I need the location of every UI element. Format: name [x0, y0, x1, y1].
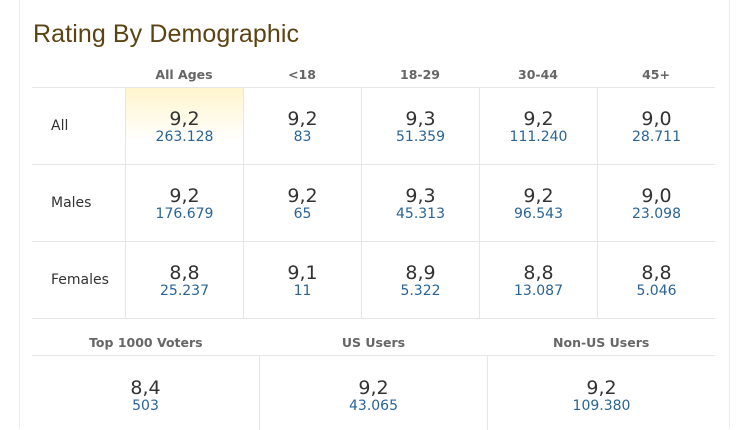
rating-value: 9,2 — [169, 108, 200, 130]
rating-cell: 9,0 28.711 — [597, 88, 715, 164]
voter-group-header: Top 1000 Voters US Users Non-US Users — [32, 330, 715, 356]
rating-cell: 9,3 45.313 — [361, 165, 479, 241]
rating-cell: 9,2 96.543 — [479, 165, 597, 241]
rating-value: 8,8 — [523, 262, 554, 284]
section-title: Rating By Demographic — [33, 20, 300, 48]
col-header-us-users: US Users — [341, 335, 406, 350]
vote-count-link[interactable]: 28.711 — [632, 129, 681, 145]
rating-cell: 9,3 51.359 — [361, 88, 479, 164]
rating-value: 9,0 — [641, 185, 672, 207]
vote-count-link[interactable]: 111.240 — [509, 129, 568, 145]
rating-cell: 8,8 13.087 — [479, 242, 597, 318]
rating-cell: 9,2 263.128 — [125, 88, 243, 164]
rating-panel: Rating By Demographic All Ages <18 18-29… — [19, 0, 730, 430]
rating-cell: 9,2 176.679 — [125, 165, 243, 241]
rating-value: 9,1 — [287, 262, 318, 284]
rating-cell: 9,2 83 — [243, 88, 361, 164]
col-header-45-plus: 45+ — [642, 67, 670, 82]
voter-group-table: Top 1000 Voters US Users Non-US Users 8,… — [32, 330, 715, 430]
table-row: 8,4 503 9,2 43.065 9,2 109.380 — [32, 356, 715, 430]
vote-count-link[interactable]: 503 — [132, 398, 159, 414]
table-header: All Ages <18 18-29 30-44 45+ — [32, 64, 715, 88]
rating-value: 8,4 — [130, 377, 161, 399]
vote-count-link[interactable]: 96.543 — [514, 206, 563, 222]
header-spacer — [32, 64, 125, 87]
vote-count-link[interactable]: 13.087 — [514, 283, 563, 299]
rating-value: 9,3 — [405, 185, 436, 207]
col-header-under-18: <18 — [288, 67, 316, 82]
col-header-18-29: 18-29 — [400, 67, 440, 82]
rating-cell: 8,8 5.046 — [597, 242, 715, 318]
rating-value: 9,2 — [287, 108, 318, 130]
rating-cell: 9,2 111.240 — [479, 88, 597, 164]
rating-value: 9,0 — [641, 108, 672, 130]
vote-count-link[interactable]: 23.098 — [632, 206, 681, 222]
vote-count-link[interactable]: 11 — [293, 283, 312, 299]
rating-value: 9,2 — [358, 377, 389, 399]
rating-cell: 9,2 65 — [243, 165, 361, 241]
rating-value: 9,2 — [523, 108, 554, 130]
row-label-females: Females — [51, 272, 109, 288]
rating-cell: 9,2 109.380 — [487, 356, 715, 430]
rating-cell: 8,9 5.322 — [361, 242, 479, 318]
col-header-top-1000-voters: Top 1000 Voters — [89, 335, 203, 350]
rating-value: 8,9 — [405, 262, 436, 284]
vote-count-link[interactable]: 43.065 — [349, 398, 398, 414]
vote-count-link[interactable]: 83 — [293, 129, 312, 145]
table-row: Females 8,8 25.237 9,1 11 8,9 5.322 8,8 … — [32, 242, 715, 319]
table-row: All 9,2 263.128 9,2 83 9,3 51.359 9,2 11… — [32, 88, 715, 165]
vote-count-link[interactable]: 25.237 — [160, 283, 209, 299]
rating-cell: 9,1 11 — [243, 242, 361, 318]
rating-value: 9,2 — [287, 185, 318, 207]
rating-cell: 9,2 43.065 — [259, 356, 487, 430]
col-header-all-ages: All Ages — [155, 67, 213, 82]
vote-count-link[interactable]: 5.322 — [400, 283, 441, 299]
vote-count-link[interactable]: 51.359 — [396, 129, 445, 145]
row-label-males: Males — [51, 195, 92, 211]
vote-count-link[interactable]: 5.046 — [636, 283, 677, 299]
vote-count-link[interactable]: 45.313 — [396, 206, 445, 222]
row-label-all: All — [51, 118, 69, 134]
rating-value: 9,2 — [586, 377, 617, 399]
rating-cell: 8,4 503 — [32, 356, 259, 430]
vote-count-link[interactable]: 176.679 — [155, 206, 214, 222]
col-header-30-44: 30-44 — [518, 67, 558, 82]
rating-value: 9,3 — [405, 108, 436, 130]
rating-value: 8,8 — [169, 262, 200, 284]
rating-cell: 9,0 23.098 — [597, 165, 715, 241]
demographic-table: All Ages <18 18-29 30-44 45+ All 9,2 263… — [32, 64, 715, 319]
vote-count-link[interactable]: 109.380 — [572, 398, 631, 414]
rating-value: 9,2 — [523, 185, 554, 207]
rating-cell: 8,8 25.237 — [125, 242, 243, 318]
table-row: Males 9,2 176.679 9,2 65 9,3 45.313 9,2 … — [32, 165, 715, 242]
rating-value: 9,2 — [169, 185, 200, 207]
col-header-non-us-users: Non-US Users — [553, 335, 650, 350]
vote-count-link[interactable]: 65 — [293, 206, 312, 222]
rating-value: 8,8 — [641, 262, 672, 284]
vote-count-link[interactable]: 263.128 — [155, 129, 214, 145]
